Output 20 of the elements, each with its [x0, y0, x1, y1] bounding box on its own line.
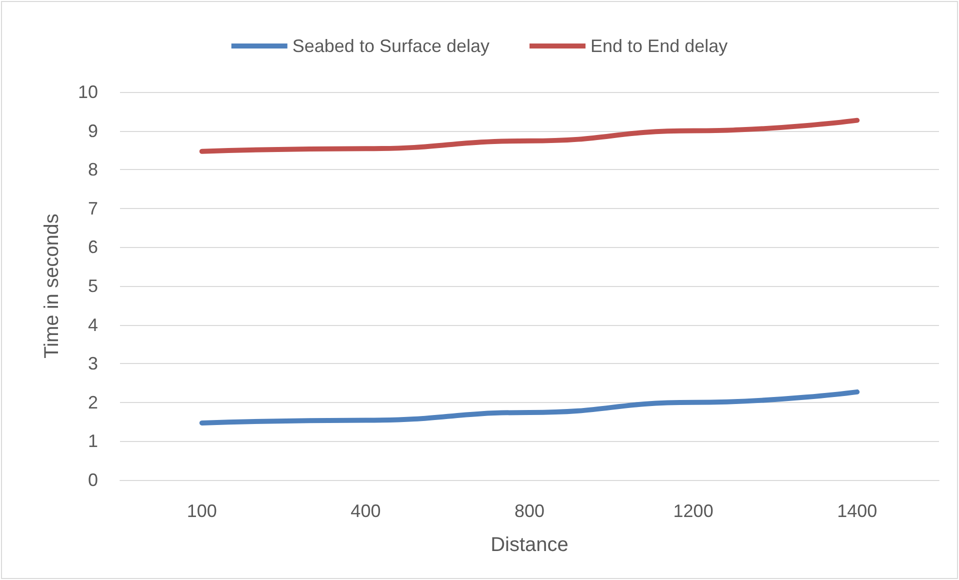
x-tick-label: 400 [350, 501, 381, 521]
y-tick-label: 3 [88, 354, 98, 374]
x-tick-label: 1200 [673, 501, 714, 521]
y-axis-title: Time in seconds [41, 214, 63, 358]
x-axis-title: Distance [490, 534, 568, 556]
legend-label: End to End delay [590, 36, 728, 56]
y-tick-label: 7 [88, 198, 98, 218]
x-tick-label: 100 [186, 501, 217, 521]
y-tick-label: 1 [88, 431, 98, 452]
y-tick-label: 9 [88, 120, 98, 141]
y-tick-label: 6 [88, 237, 98, 258]
legend-label: Seabed to Surface delay [292, 36, 490, 56]
y-tick-label: 10 [78, 82, 98, 102]
y-tick-label: 4 [88, 314, 98, 335]
x-tick-label: 1400 [837, 501, 878, 521]
y-tick-label: 2 [88, 392, 98, 412]
y-tick-label: 5 [88, 276, 98, 296]
x-tick-label: 800 [514, 501, 545, 521]
y-tick-label: 8 [88, 160, 98, 180]
y-tick-label: 0 [88, 470, 98, 490]
